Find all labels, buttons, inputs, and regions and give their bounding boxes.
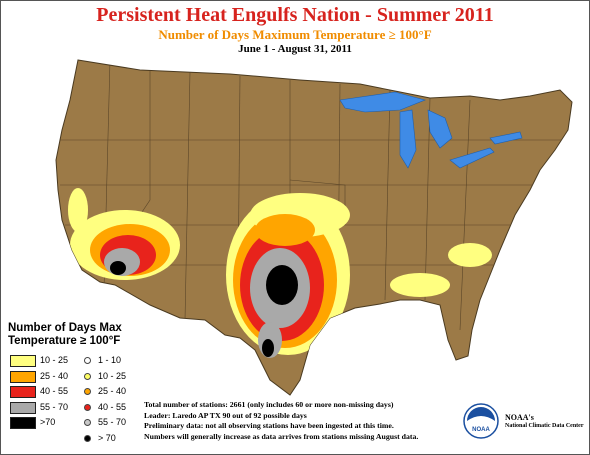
legend-station-dot — [84, 388, 91, 395]
heat-zone-south-plains-black — [266, 265, 298, 305]
legend-area-label: 40 - 55 — [40, 386, 69, 396]
legend-row: > 70 — [8, 431, 138, 447]
legend-swatch — [10, 401, 36, 414]
legend-row: 40 - 55 25 - 40 — [8, 384, 138, 400]
great-lakes — [339, 91, 523, 169]
map-title: Persistent Heat Engulfs Nation - Summer … — [96, 4, 494, 26]
heat-zone-southwest-black — [110, 261, 126, 275]
legend-swatch — [10, 370, 36, 383]
lake-ontario — [489, 131, 523, 145]
legend-row: 25 - 40 10 - 25 — [8, 369, 138, 385]
note-increase: Numbers will generally increase as data … — [144, 431, 419, 441]
legend-station-label: 55 - 70 — [98, 417, 127, 427]
map-subtitle: Number of Days Maximum Temperature ≥ 100… — [158, 27, 432, 42]
legend-area-label: >70 — [40, 417, 56, 427]
legend-swatch — [10, 355, 36, 367]
legend: Number of Days Max Temperature ≥ 100°F 1… — [8, 322, 138, 446]
legend-station-label: 10 - 25 — [98, 370, 127, 381]
legend-station-label: 25 - 40 — [98, 386, 127, 396]
noaa-branding: NOAA's National Climatic Data Center — [505, 413, 583, 431]
legend-station-label: 1 - 10 — [98, 355, 122, 365]
heat-zones — [68, 188, 492, 358]
legend-row: 55 - 70 40 - 55 — [8, 400, 138, 416]
noaa-agency: NOAA's — [505, 413, 534, 422]
lake-superior — [339, 91, 426, 113]
legend-row: >70 55 - 70 — [8, 415, 138, 431]
map-notes: Total number of stations: 2661 (only inc… — [144, 400, 484, 442]
noaa-logo-text: NOAA — [472, 427, 490, 433]
legend-area-label: 10 - 25 — [40, 355, 69, 365]
legend-swatch — [10, 386, 36, 398]
legend-station-dot — [84, 403, 91, 411]
legend-station-dot — [84, 419, 91, 426]
noaa-center: National Climatic Data Center — [505, 423, 584, 429]
legend-title-line1: Number of Days Max — [8, 322, 122, 334]
note-preliminary: Preliminary data: not all observing stat… — [144, 421, 394, 430]
note-leader: Leader: Laredo AP TX 90 out of 92 possib… — [144, 410, 307, 420]
legend-row: 10 - 25 1 - 10 — [8, 353, 138, 369]
legend-station-dot — [84, 357, 91, 364]
legend-area-label: 55 - 70 — [40, 401, 69, 412]
heat-zone-south-texas-black — [262, 339, 274, 357]
legend-station-label: > 70 — [98, 432, 116, 443]
heat-zone-carolinas-yellow — [448, 243, 492, 267]
lake-huron — [427, 109, 453, 149]
lake-michigan — [399, 109, 417, 169]
date-range: June 1 - August 31, 2011 — [238, 43, 352, 55]
legend-title-line2: Temperature ≥ 100°F — [8, 335, 121, 347]
legend-station-dot — [84, 434, 91, 442]
legend-area-label: 25 - 40 — [40, 370, 69, 381]
heat-zone-southeast-yellow — [390, 273, 450, 297]
legend-station-dot — [84, 372, 91, 380]
heat-zone-california-yellow — [68, 188, 88, 232]
note-total-stations: Total number of stations: 2661 (only inc… — [144, 400, 394, 409]
heat-zone-kansas-orange — [255, 214, 315, 246]
legend-swatch — [10, 417, 36, 429]
noaa-logo-icon: NOAA — [463, 403, 499, 439]
lake-erie — [449, 147, 495, 169]
legend-station-label: 40 - 55 — [98, 401, 127, 412]
